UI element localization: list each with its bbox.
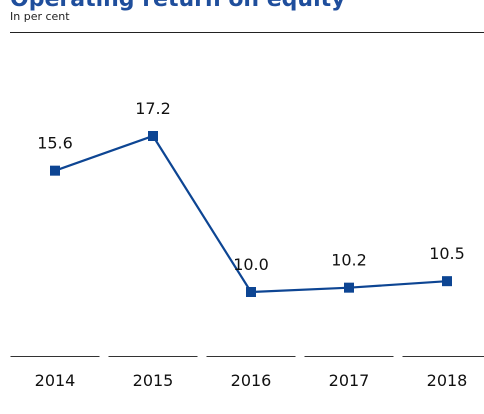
x-tick-label: 2018	[427, 371, 468, 390]
data-label: 10.2	[331, 251, 367, 270]
chart-title: Operating return on equity	[10, 0, 345, 12]
x-tick-label: 2016	[231, 371, 272, 390]
data-label: 15.6	[37, 134, 73, 153]
marker	[442, 276, 452, 287]
data-label: 17.2	[135, 99, 171, 118]
x-tick-label: 2015	[133, 371, 174, 390]
marker	[344, 282, 354, 293]
marker	[148, 131, 158, 141]
marker	[246, 287, 256, 297]
data-label: 10.0	[233, 255, 269, 274]
x-tick-label: 2017	[329, 371, 370, 390]
chart-subtitle: In per cent	[10, 10, 70, 23]
data-label: 10.5	[429, 244, 465, 263]
marker	[50, 165, 60, 176]
x-tick-label: 2014	[35, 371, 76, 390]
